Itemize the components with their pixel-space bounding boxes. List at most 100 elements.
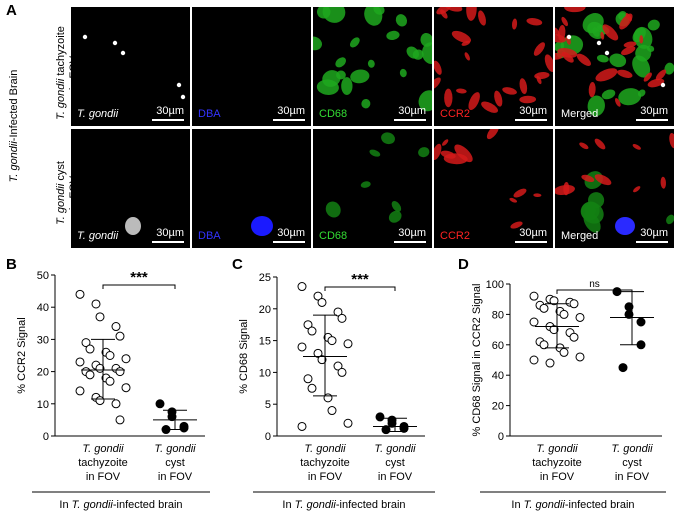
ccr2-cell [510, 221, 523, 229]
ccr2-cell [647, 78, 665, 88]
y-tick-label: 0 [498, 431, 504, 443]
data-point [618, 363, 628, 373]
cd68-cell [367, 59, 375, 68]
parasite-dot [82, 34, 88, 40]
scale-bar [273, 119, 305, 121]
panel-letter-b: B [6, 256, 17, 273]
data-point [333, 307, 343, 317]
cd68-cell [386, 30, 400, 41]
caption-post: -infected brain [336, 499, 406, 511]
scale-bar-label: 30µm [277, 227, 305, 239]
data-point [612, 287, 622, 297]
y-tick-label: 15 [259, 336, 271, 348]
cd68-cell [609, 53, 627, 68]
data-point [85, 344, 95, 354]
y-tick-label: 0 [265, 431, 271, 443]
data-point [105, 351, 115, 360]
cd68-cell [632, 55, 651, 78]
y-axis-label: % CD68 Signal [238, 319, 250, 394]
data-point [91, 299, 101, 309]
category-label-line3: in FOV [378, 471, 413, 483]
channel-label: CCR2 [440, 108, 470, 120]
significance-bracket [556, 289, 633, 294]
cd68-cell [418, 90, 432, 112]
ccr2-cell [454, 144, 473, 163]
ccr2-cell [557, 47, 578, 58]
scale-bar [273, 241, 305, 243]
ccr2-cell [519, 95, 537, 104]
ccr2-cell [533, 193, 542, 198]
parasite-dot [596, 40, 602, 46]
data-point [155, 399, 165, 409]
cd68-cell [341, 77, 353, 95]
data-point [85, 370, 95, 380]
cd68-cell [322, 7, 346, 23]
cd68-cell [418, 147, 430, 158]
cd68-cell [399, 68, 407, 78]
data-point [121, 383, 131, 393]
data-point [529, 317, 539, 327]
ccr2-cell [434, 143, 442, 161]
micrograph-t-gondii-row-1: T. gondii 30µm [71, 7, 190, 126]
cd68-cell [325, 201, 341, 218]
micrograph-image [325, 132, 430, 223]
data-point [307, 383, 317, 393]
scale-bar-label: 30µm [156, 227, 184, 239]
caption-text: In T. gondii-infected brain [59, 499, 182, 511]
data-point [636, 317, 646, 327]
category-label-line1: T. gondii [536, 443, 578, 455]
parasite-dot [604, 50, 610, 56]
parasite-dot [112, 40, 118, 46]
channel-label: CD68 [319, 108, 348, 120]
micrograph-t-gondii-row-2: T. gondii 30µm [71, 129, 190, 248]
scale-bar [152, 119, 184, 121]
cd68-cell [391, 201, 402, 212]
parasite-dot [180, 94, 186, 100]
data-point [115, 331, 125, 341]
ccr2-cell [451, 30, 471, 43]
cd68-cell [596, 54, 609, 63]
ccr2-cell [461, 40, 471, 46]
channel-label: CD68 [319, 230, 348, 242]
data-point [569, 332, 579, 342]
caption-italic: T. gondii [72, 499, 114, 511]
data-point [343, 339, 353, 349]
ccr2-cell [639, 35, 644, 44]
cd68-cell [592, 27, 600, 37]
y-tick-label: 60 [492, 340, 504, 352]
cd68-cell [406, 46, 419, 59]
cd68-cell [421, 42, 432, 64]
panel-letter-a: A [6, 2, 17, 19]
data-point [303, 374, 313, 384]
cd68-cell [647, 19, 660, 31]
ccr2-cell [533, 42, 545, 56]
data-point [549, 325, 559, 335]
ccr2-cell [564, 7, 586, 13]
data-point [111, 399, 121, 409]
parasite-dot [176, 82, 182, 88]
category-label-line3: in FOV [615, 471, 650, 483]
ccr2-cell [617, 69, 633, 78]
scale-bar [515, 119, 547, 121]
caption-post: -infected brain [113, 499, 183, 511]
y-axis-label: % CCR2 Signal [16, 317, 28, 393]
ccr2-cell [436, 7, 452, 15]
scale-bar-label: 30µm [519, 227, 547, 239]
scale-bar-label: 30µm [156, 105, 184, 117]
ccr2-cell [464, 52, 470, 61]
data-point [111, 322, 121, 332]
data-point [539, 303, 549, 313]
data-point [297, 282, 307, 292]
caption-pre: In [59, 499, 71, 511]
category-label-line2: cyst [385, 457, 405, 469]
caption-text: In T. gondii-infected brain [282, 499, 405, 511]
ccr2-cell [619, 13, 633, 30]
ccr2-cell [623, 41, 637, 48]
ccr2-cell [511, 18, 518, 30]
data-point [545, 358, 555, 368]
scale-bar [515, 241, 547, 243]
micrograph-image [82, 34, 186, 100]
ccr2-cell [440, 150, 456, 159]
ccr2-cell [561, 16, 569, 27]
